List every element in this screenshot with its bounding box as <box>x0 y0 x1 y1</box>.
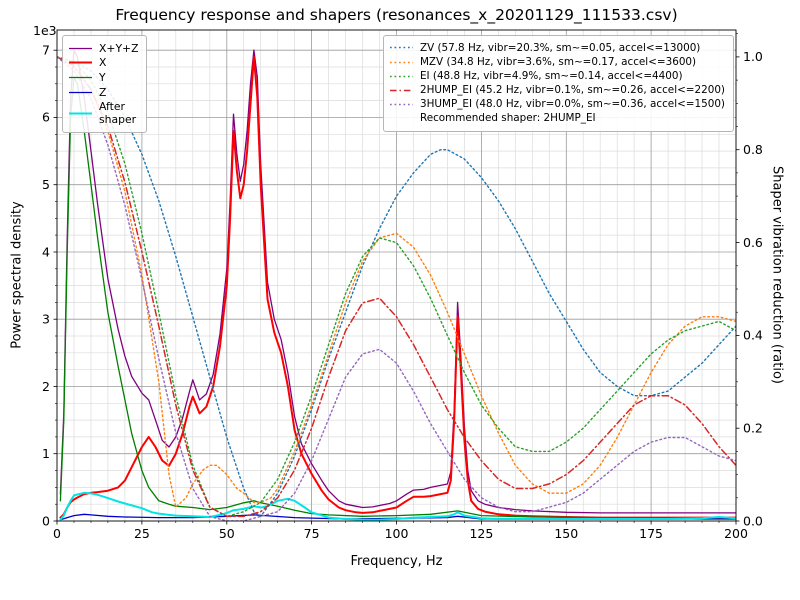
legend-line-sample <box>69 112 92 115</box>
y-left-tick-label: 0 <box>42 513 50 528</box>
legend-item-mzv: MZV (34.8 Hz, vibr=3.6%, sm~=0.17, accel… <box>389 56 725 69</box>
legend-item-label: Z <box>99 85 107 99</box>
legend-item-x: X <box>68 56 138 69</box>
y-axis-left-label: Power spectral density <box>9 201 25 349</box>
recommended-shaper-note-row: Recommended shaper: 2HUMP_EI <box>389 112 725 125</box>
legend-line-sample <box>69 91 92 93</box>
recommended-shaper-note: Recommended shaper: 2HUMP_EI <box>419 112 596 125</box>
legend-item-label: After shaper <box>99 100 137 127</box>
legend-item-label: MZV (34.8 Hz, vibr=3.6%, sm~=0.17, accel… <box>419 55 697 68</box>
y-right-tick-label: 0.6 <box>743 235 763 250</box>
series-zv-line <box>57 56 736 518</box>
y-left-tick-label: 5 <box>42 177 50 192</box>
x-axis-label: Frequency, Hz <box>350 554 443 569</box>
x-tick-label: 25 <box>134 526 150 541</box>
y-axis-scale-offset: 1e3 <box>33 23 57 38</box>
x-tick-label: 150 <box>554 526 578 541</box>
series-y-line <box>59 76 736 519</box>
legend-line-sample <box>389 61 413 63</box>
legend-item-z: Z <box>68 86 138 99</box>
legend-item-label: 2HUMP_EI (45.2 Hz, vibr=0.1%, sm~=0.26, … <box>419 84 725 97</box>
x-tick-label: 0 <box>53 526 61 541</box>
legend-line-sample <box>389 47 413 49</box>
y-left-tick-label: 6 <box>42 110 50 125</box>
legend-spacer <box>389 114 414 124</box>
series-mzv-line <box>57 56 736 508</box>
legend-item-label: Y <box>99 70 106 84</box>
y-right-tick-label: 0.2 <box>743 421 763 436</box>
legend-item-label: 3HUMP_EI (48.0 Hz, vibr=0.0%, sm~=0.36, … <box>419 98 725 111</box>
y-axis-right-label: Shaper vibration reduction (ratio) <box>769 166 785 384</box>
legend-line-sample <box>389 75 413 77</box>
legend-line-sample <box>69 76 92 79</box>
y-left-tick-label: 4 <box>42 244 50 259</box>
series-3hump-ei-line <box>57 56 736 521</box>
y-right-tick-label: 1.0 <box>743 49 763 64</box>
legend-item-y: Y <box>68 71 138 84</box>
legend-item-x-y-z: X+Y+Z <box>68 42 138 55</box>
y-left-tick-label: 3 <box>42 312 50 327</box>
legend-item-label: X <box>99 56 107 70</box>
y-right-tick-label: 0.8 <box>743 142 763 157</box>
legend-item-label: X+Y+Z <box>99 41 139 55</box>
legend-item-zv: ZV (57.8 Hz, vibr=20.3%, sm~=0.05, accel… <box>389 42 725 55</box>
legend-item-2hump-ei: 2HUMP_EI (45.2 Hz, vibr=0.1%, sm~=0.26, … <box>389 84 725 97</box>
x-tick-label: 100 <box>385 526 409 541</box>
series-after-shaper-line <box>59 491 736 521</box>
x-tick-label: 125 <box>469 526 493 541</box>
x-tick-label: 75 <box>304 526 320 541</box>
legend-line-sample <box>389 89 413 92</box>
series-x-line <box>59 55 736 519</box>
y-right-tick-label: 0.0 <box>743 513 763 528</box>
series-2hump-ei-line <box>57 56 736 518</box>
series-ei-line <box>57 56 736 518</box>
legend-line-sample <box>389 103 413 106</box>
legend-item-label: ZV (57.8 Hz, vibr=20.3%, sm~=0.05, accel… <box>419 41 701 54</box>
x-tick-label: 200 <box>724 526 748 541</box>
y-left-tick-label: 2 <box>42 379 50 394</box>
chart-title: Frequency response and shapers (resonanc… <box>115 6 678 24</box>
shaper-legend: ZV (57.8 Hz, vibr=20.3%, sm~=0.05, accel… <box>382 35 734 132</box>
x-tick-label: 175 <box>639 526 663 541</box>
legend-item-3hump-ei: 3HUMP_EI (48.0 Hz, vibr=0.0%, sm~=0.36, … <box>389 98 725 111</box>
y-right-tick-label: 0.4 <box>743 328 763 343</box>
legend-line-sample <box>69 47 92 49</box>
y-left-tick-label: 1 <box>42 446 50 461</box>
legend-item-after-shaper: After shaper <box>68 100 138 126</box>
legend-item-ei: EI (48.8 Hz, vibr=4.9%, sm~=0.14, accel<… <box>389 70 725 83</box>
psd-legend: X+Y+Z X Y Z After shaper <box>62 35 148 134</box>
y-left-tick-label: 7 <box>42 43 50 58</box>
legend-item-label: EI (48.8 Hz, vibr=4.9%, sm~=0.14, accel<… <box>419 69 683 82</box>
legend-line-sample <box>69 61 92 64</box>
x-tick-label: 50 <box>219 526 235 541</box>
